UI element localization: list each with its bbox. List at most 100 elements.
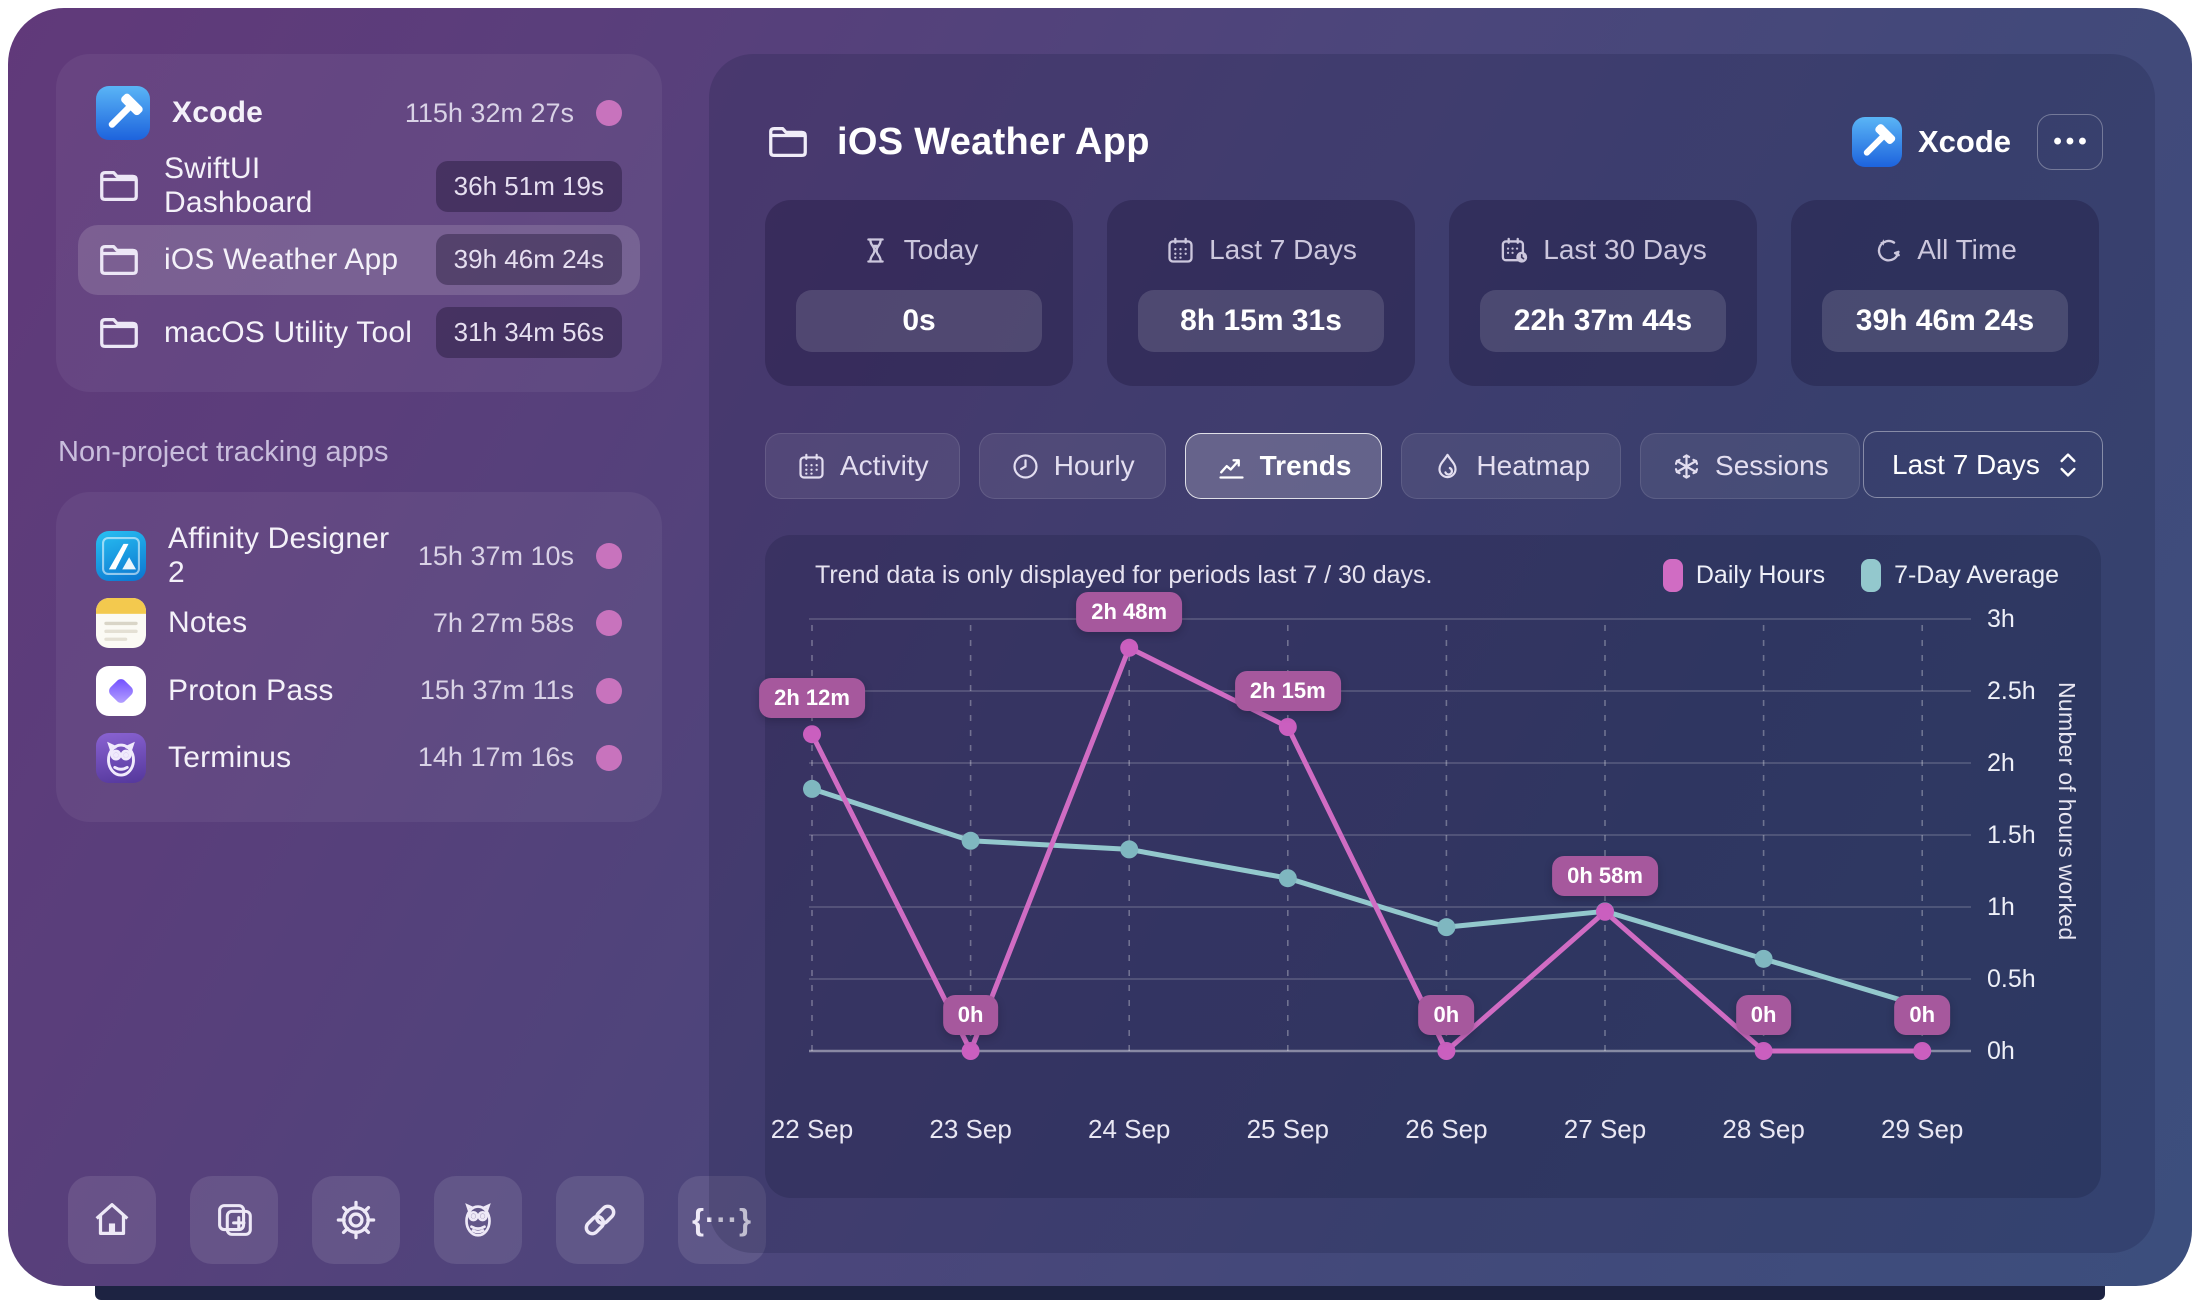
stat-label: All Time xyxy=(1917,234,2017,265)
folder-icon xyxy=(100,317,138,349)
project-name: Xcode xyxy=(172,96,264,129)
trend-line-icon xyxy=(1218,458,1244,479)
sidebar-item-xcode[interactable]: Xcode 115h 32m 27s xyxy=(78,78,640,148)
app-window: Xcode 115h 32m 27s SwiftUI Dashboard 36h… xyxy=(8,8,2192,1286)
stat-label: Last 7 Days xyxy=(1209,234,1357,265)
project-time-badge: 39h 46m 24s xyxy=(435,234,622,286)
folder-icon xyxy=(100,171,138,202)
x-tick-label: 29 Sep xyxy=(1880,1114,1964,1144)
project-time-badge: 36h 51m 19s xyxy=(435,160,622,212)
hourglass-icon xyxy=(866,237,884,263)
link-button[interactable] xyxy=(556,1176,644,1264)
tab-trends[interactable]: Trends xyxy=(1184,433,1383,499)
history-sparkle-icon xyxy=(1878,238,1901,261)
x-tick-label: 27 Sep xyxy=(1563,1114,1647,1144)
trends-chart-card: Trend data is only displayed for periods… xyxy=(759,535,2101,1198)
data-point-label: 0h xyxy=(1894,995,1951,1035)
tracked-app-badge: Xcode xyxy=(1851,117,2011,167)
daily-hours-swatch xyxy=(1662,559,1683,592)
tab-sessions[interactable]: Sessions xyxy=(1640,433,1860,499)
data-point-label: 2h 48m xyxy=(1076,591,1183,632)
link-icon xyxy=(584,1204,616,1236)
date-range-select[interactable]: Last 7 Days xyxy=(1863,431,2103,498)
main-panel: iOS Weather App Xcode ••• Today 0 xyxy=(709,54,2155,1253)
list-item-terminus[interactable]: Terminus 14h 17m 16s xyxy=(78,726,640,790)
affinity-designer-app-icon xyxy=(96,531,146,581)
stat-value: 22h 37m 44s xyxy=(1480,290,1726,352)
tab-label: Hourly xyxy=(1053,450,1135,481)
code-button[interactable]: {···} xyxy=(678,1176,766,1264)
owl-button[interactable] xyxy=(434,1176,522,1264)
duplicate-add-icon xyxy=(218,1204,252,1236)
y-tick-label: 2.5h xyxy=(1987,677,2036,705)
stat-value: 8h 15m 31s xyxy=(1138,290,1384,352)
y-tick-label: 2h xyxy=(1987,749,2015,777)
folder-icon xyxy=(769,126,807,158)
code-braces-icon: {···} xyxy=(691,1202,753,1237)
sidebar-item-swiftui-dashboard[interactable]: SwiftUI Dashboard 36h 51m 19s xyxy=(78,151,640,221)
stat-card-last-7-days: Last 7 Days 8h 15m 31s xyxy=(1107,200,1415,386)
stats-row: Today 0s Last 7 Days 8h 15m 31s Last 30 … xyxy=(765,200,2099,386)
stat-card-today: Today 0s xyxy=(765,200,1073,386)
tab-label: Trends xyxy=(1259,450,1352,481)
duplicate-add-button[interactable] xyxy=(190,1176,278,1264)
chart-legend: Daily Hours 7-Day Average xyxy=(1662,559,2059,592)
non-project-apps-card: Affinity Designer 2 15h 37m 10s Notes 7h… xyxy=(56,492,662,822)
app-time: 14h 17m 16s xyxy=(417,742,574,773)
list-item-affinity-designer[interactable]: Affinity Designer 2 15h 37m 10s xyxy=(78,522,640,589)
home-icon xyxy=(95,1203,129,1236)
data-point-label: 2h 12m xyxy=(759,678,865,719)
panel-header: iOS Weather App Xcode ••• xyxy=(765,106,2103,178)
y-tick-label: 0.5h xyxy=(1987,965,2036,993)
proton-pass-app-icon xyxy=(96,665,146,716)
asterisk-icon xyxy=(1674,453,1699,479)
chevron-up-down-icon xyxy=(2060,452,2076,477)
notes-app-icon xyxy=(96,598,146,649)
list-item-proton-pass[interactable]: Proton Pass 15h 37m 11s xyxy=(78,659,640,723)
legend-label: Daily Hours xyxy=(1695,561,1826,589)
stat-value: 39h 46m 24s xyxy=(1822,290,2068,352)
stat-card-last-30-days: Last 30 Days 22h 37m 44s xyxy=(1449,200,1757,386)
view-tabs: Activity Hourly Trends Heatmap Sessions xyxy=(765,433,1860,499)
tab-heatmap[interactable]: Heatmap xyxy=(1401,433,1622,499)
x-tick-label: 28 Sep xyxy=(1722,1114,1805,1144)
app-time: 7h 27m 58s xyxy=(432,607,574,638)
tab-label: Activity xyxy=(840,450,929,481)
stat-value: 0s xyxy=(796,290,1042,352)
y-axis-title: Number of hours worked xyxy=(2054,682,2080,941)
x-tick-label: 26 Sep xyxy=(1405,1114,1488,1144)
data-point-label: 0h xyxy=(1735,995,1792,1035)
legend-item-7-day-average: 7-Day Average xyxy=(1861,559,2059,592)
calendar-icon xyxy=(799,453,824,479)
settings-button[interactable] xyxy=(312,1176,400,1264)
tab-activity[interactable]: Activity xyxy=(765,433,960,499)
status-dot xyxy=(596,610,622,637)
tab-hourly[interactable]: Hourly xyxy=(978,433,1166,499)
project-time-badge: 31h 34m 56s xyxy=(435,307,622,359)
y-tick-label: 1.5h xyxy=(1987,821,2036,849)
page-title: iOS Weather App xyxy=(837,120,1150,163)
more-options-button[interactable]: ••• xyxy=(2037,114,2103,170)
y-tick-label: 3h xyxy=(1987,605,2015,633)
data-point-label: 0h xyxy=(1418,995,1475,1035)
seven-day-average-swatch xyxy=(1861,559,1882,592)
legend-item-daily-hours: Daily Hours xyxy=(1662,559,1826,592)
sidebar-item-macos-utility-tool[interactable]: macOS Utility Tool 31h 34m 56s xyxy=(78,298,640,368)
tab-label: Sessions xyxy=(1715,450,1829,481)
terminus-app-icon xyxy=(96,732,146,783)
xcode-app-icon xyxy=(96,86,150,140)
data-point-label: 2h 15m xyxy=(1234,671,1341,711)
status-dot xyxy=(596,744,622,771)
list-item-notes[interactable]: Notes 7h 27m 58s xyxy=(78,591,640,655)
y-tick-label: 0h xyxy=(1987,1037,2015,1065)
x-tick-label: 24 Sep xyxy=(1087,1114,1171,1144)
sidebar-item-ios-weather-app[interactable]: iOS Weather App 39h 46m 24s xyxy=(78,224,640,295)
owl-icon xyxy=(465,1203,491,1237)
project-list-card: Xcode 115h 32m 27s SwiftUI Dashboard 36h… xyxy=(56,54,662,392)
x-tick-label: 25 Sep xyxy=(1246,1114,1329,1144)
project-name: macOS Utility Tool xyxy=(164,315,413,349)
line-chart: Number of hours worked 22 Sep 23 Sep 24 Se… xyxy=(759,591,2101,1188)
non-project-section-label: Non-project tracking apps xyxy=(58,436,389,468)
home-button[interactable] xyxy=(68,1176,156,1264)
